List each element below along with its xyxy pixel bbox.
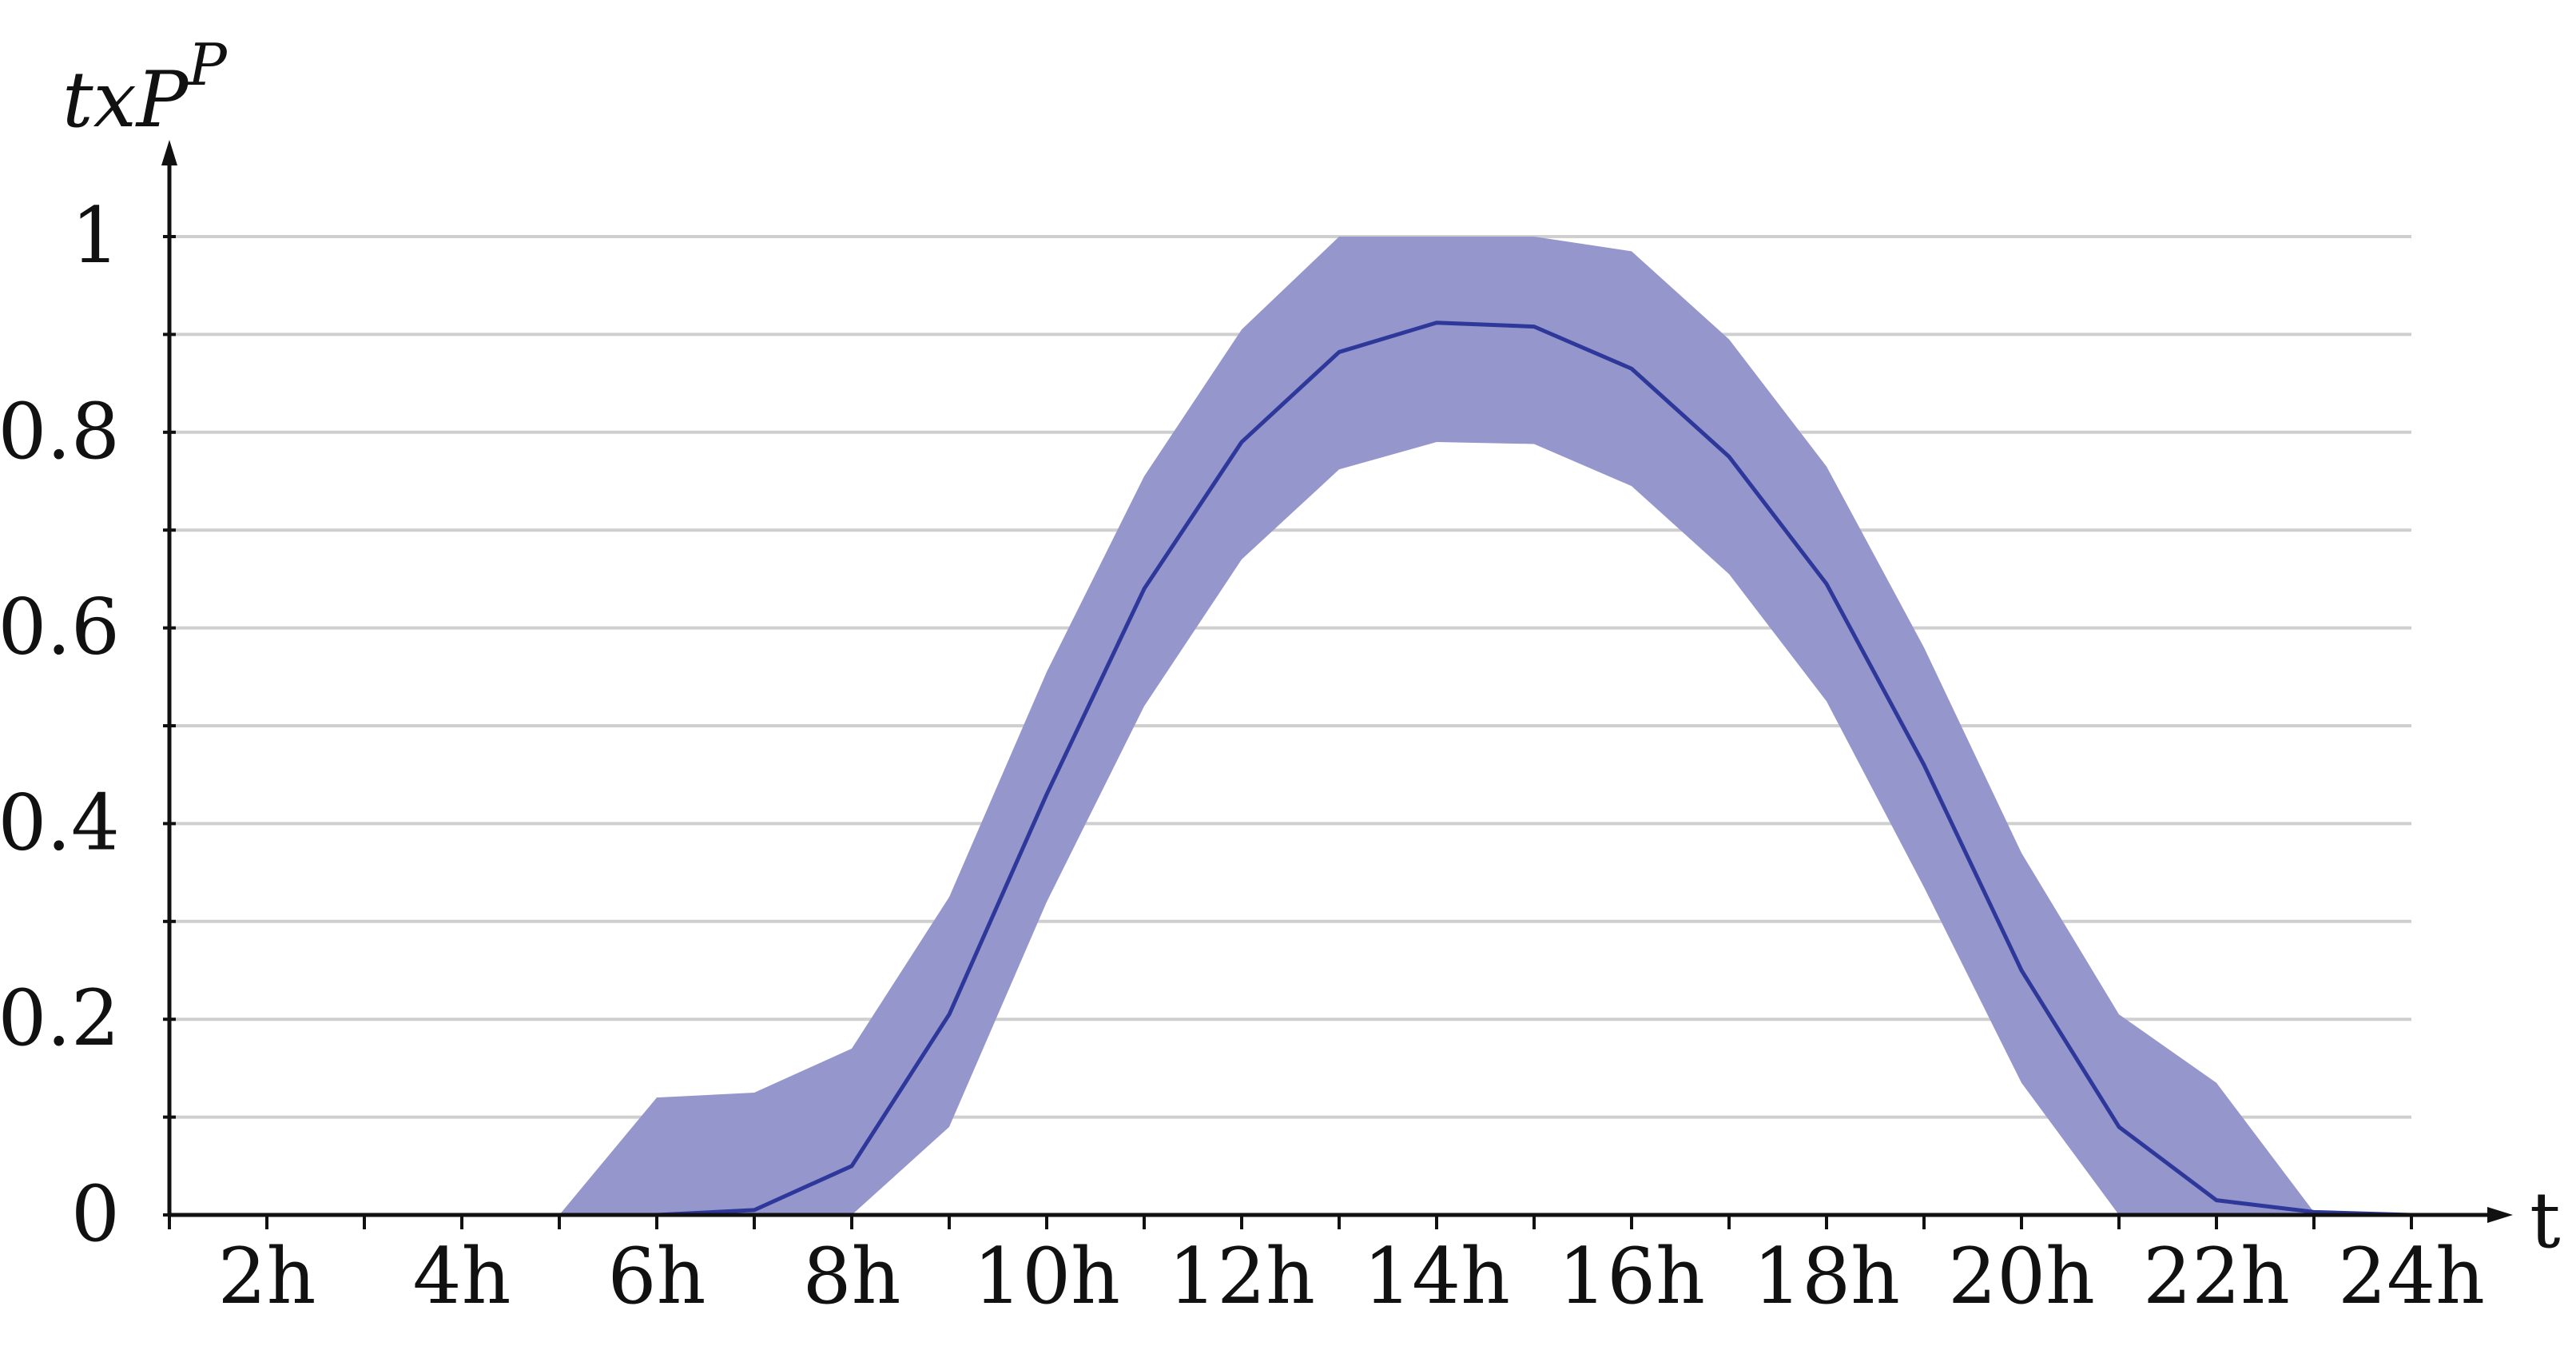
y-tick-label: 0 bbox=[71, 1169, 120, 1259]
x-tick-label: 2h bbox=[218, 1232, 316, 1321]
y-tick-label: 1 bbox=[71, 191, 120, 281]
y-tick-label: 0.6 bbox=[0, 583, 120, 672]
x-tick-label: 24h bbox=[2338, 1232, 2485, 1321]
x-tick-label: 22h bbox=[2143, 1232, 2290, 1321]
x-tick-label: 12h bbox=[1168, 1232, 1315, 1321]
y-axis-arrow bbox=[161, 140, 177, 165]
y-tick-label: 0.4 bbox=[0, 778, 120, 867]
x-tick-label: 4h bbox=[413, 1232, 511, 1321]
y-tick-label: 0.2 bbox=[0, 974, 120, 1063]
x-tick-label: 18h bbox=[1753, 1232, 1900, 1321]
tick-labels: 2h 4h 6h 8h 10h 12h 14h 16h 18h 20h 22h 24h 0 0.2 0.4 0… bbox=[0, 191, 2485, 1321]
x-tick-label: 20h bbox=[1948, 1232, 2095, 1321]
ticks bbox=[163, 235, 2413, 1229]
y-axis-label-superscript: P bbox=[186, 31, 228, 98]
x-tick-label: 10h bbox=[973, 1232, 1120, 1321]
x-tick-label: 14h bbox=[1363, 1232, 1510, 1321]
y-axis-label: txPP bbox=[62, 31, 228, 145]
x-axis-arrow bbox=[2487, 1207, 2513, 1223]
x-tick-label: 8h bbox=[803, 1232, 901, 1321]
x-axis-label: t bbox=[2530, 1176, 2561, 1265]
y-tick-label: 0.8 bbox=[0, 387, 120, 476]
x-tick-label: 6h bbox=[608, 1232, 706, 1321]
confidence-band bbox=[169, 237, 2411, 1215]
x-tick-label: 16h bbox=[1558, 1232, 1705, 1321]
confidence-band-layer bbox=[169, 237, 2411, 1215]
